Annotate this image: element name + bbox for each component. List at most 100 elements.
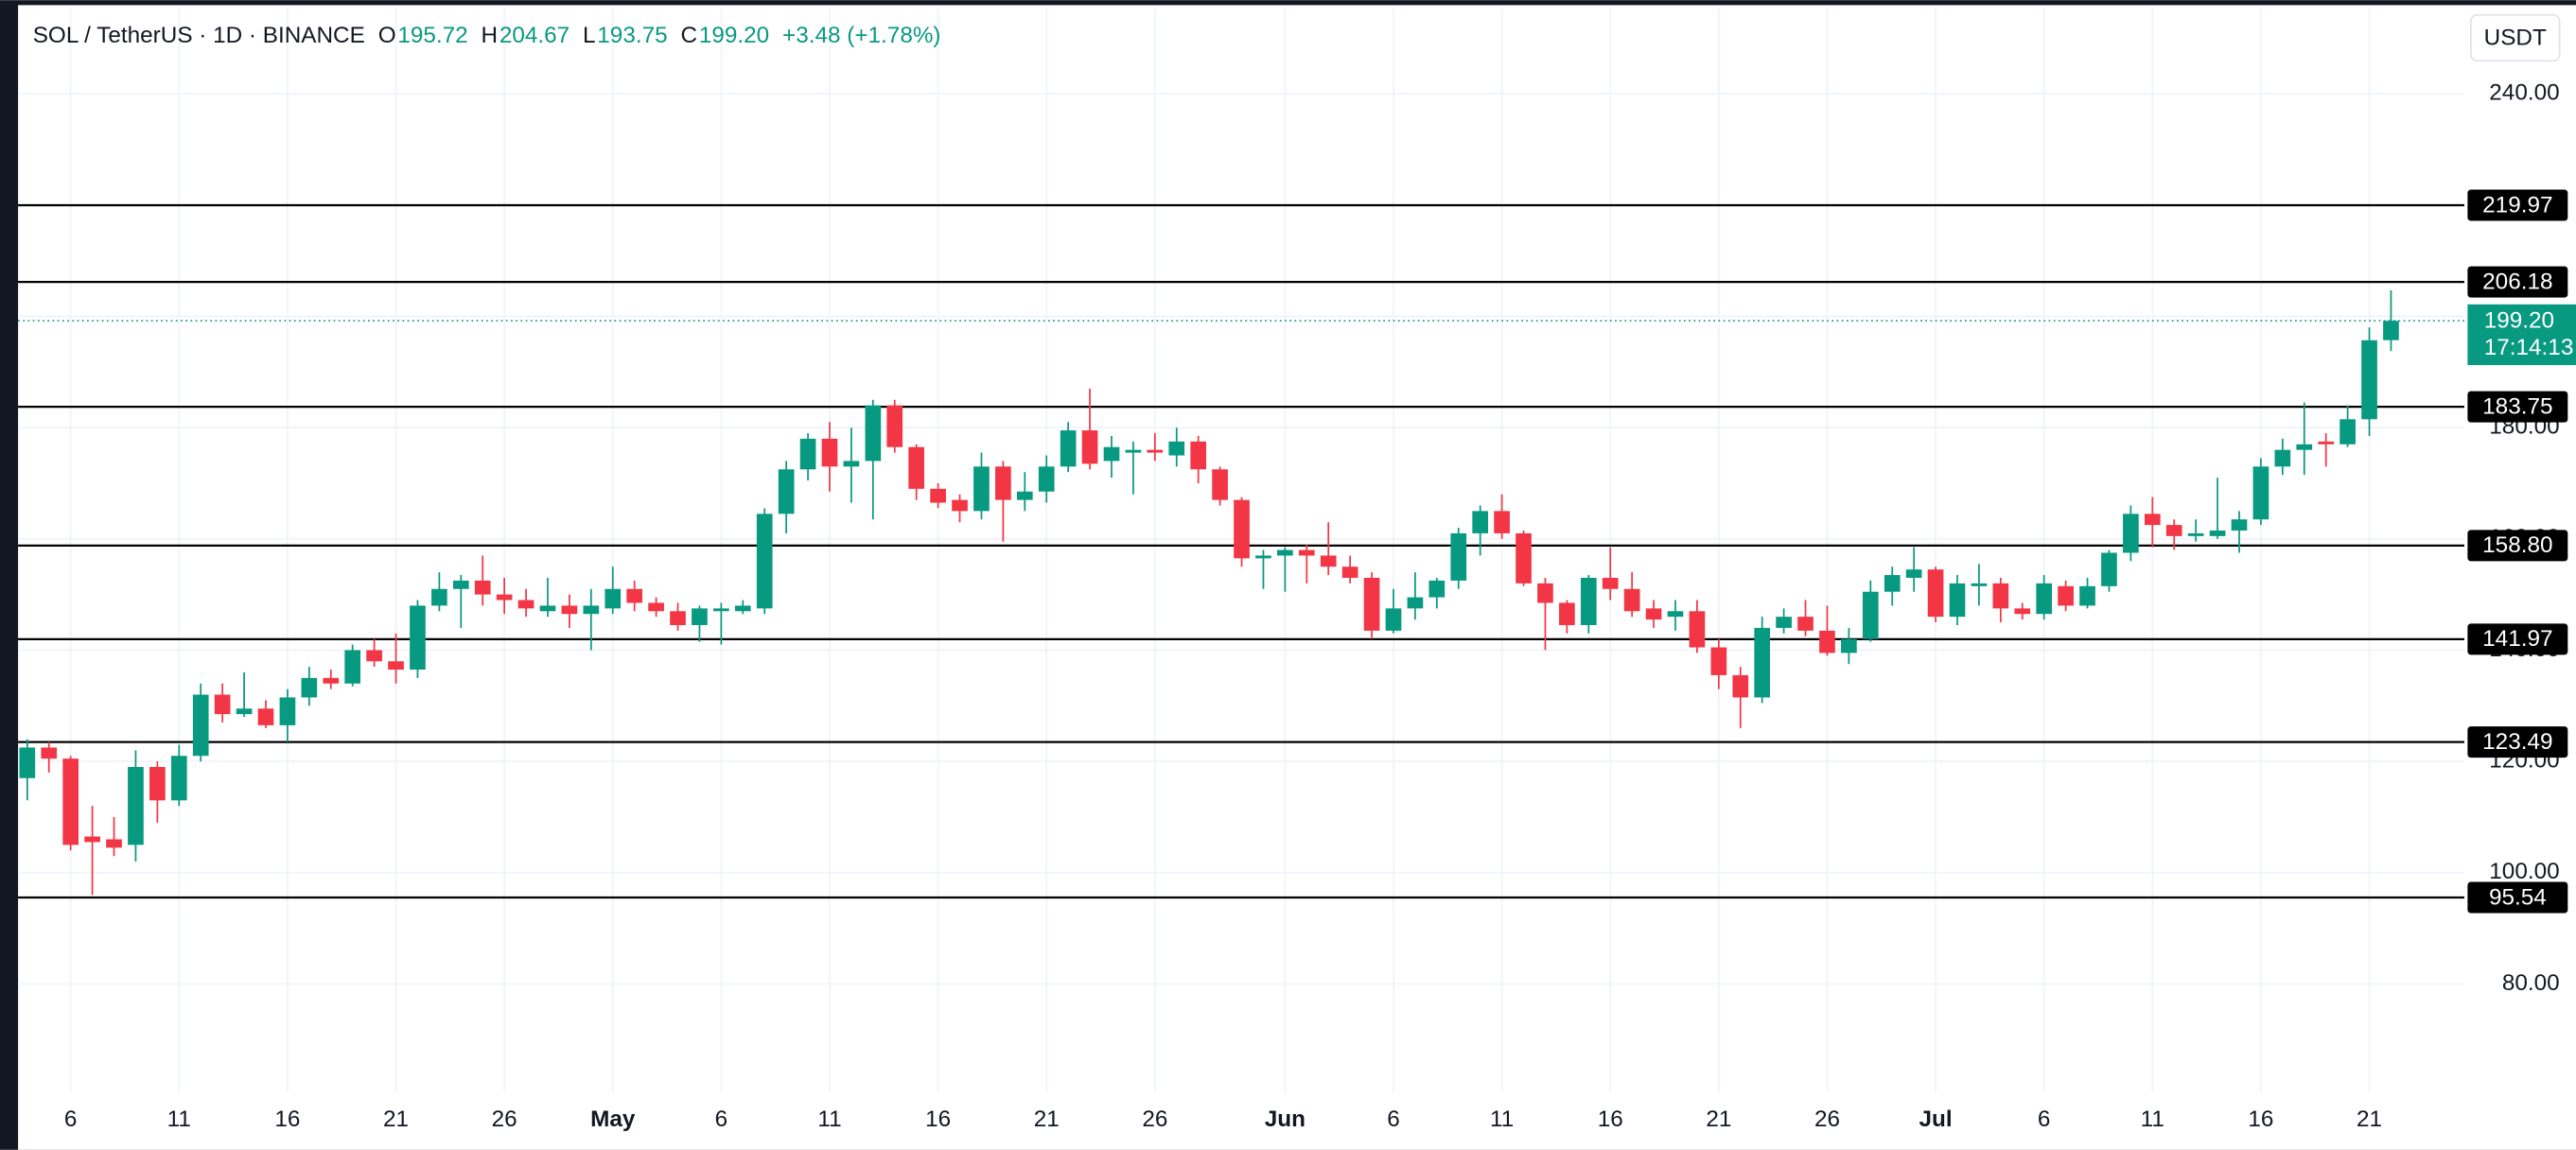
candle-body bbox=[952, 499, 968, 512]
candle-body bbox=[1277, 549, 1293, 556]
x-tick-label: 21 bbox=[383, 1106, 409, 1132]
candle-body bbox=[1016, 491, 1033, 500]
candle-body bbox=[214, 694, 231, 715]
x-tick-label: 11 bbox=[167, 1106, 191, 1132]
candle-body bbox=[2209, 530, 2226, 536]
y-tick-label: 80.00 bbox=[2502, 970, 2560, 996]
x-tick-label: 16 bbox=[2248, 1106, 2273, 1132]
candle-body bbox=[410, 605, 426, 671]
candle-body bbox=[843, 461, 860, 467]
candle-body bbox=[605, 588, 622, 609]
level-label: 141.97 bbox=[2482, 626, 2552, 652]
candle-body bbox=[1190, 441, 1207, 470]
candle-body bbox=[1298, 549, 1315, 556]
candle-body bbox=[388, 661, 404, 671]
candle-body bbox=[1407, 597, 1424, 609]
x-tick-label: 21 bbox=[1706, 1106, 1731, 1132]
candle-body bbox=[2339, 419, 2356, 444]
ohlc-value: 193.75 bbox=[597, 23, 667, 48]
candle-body bbox=[2231, 519, 2248, 531]
candle-body bbox=[1884, 575, 1901, 592]
x-tick-label: 16 bbox=[1598, 1106, 1623, 1132]
x-tick-label: 6 bbox=[64, 1106, 78, 1132]
x-tick-label: 16 bbox=[925, 1106, 951, 1132]
level-label: 123.49 bbox=[2482, 729, 2552, 755]
candle-body bbox=[517, 600, 534, 609]
candle-body bbox=[1103, 446, 1120, 462]
level-label-box bbox=[2467, 881, 2568, 914]
chart-background bbox=[18, 5, 2576, 1150]
candle-body bbox=[41, 747, 58, 759]
candle-body bbox=[2274, 449, 2291, 467]
candle-body bbox=[474, 580, 491, 595]
candle-body bbox=[257, 708, 274, 725]
candle-body bbox=[2123, 514, 2139, 553]
x-tick-label: 21 bbox=[2357, 1106, 2382, 1132]
candle-body bbox=[2014, 608, 2031, 615]
level-label-box bbox=[2467, 391, 2568, 423]
candle-body bbox=[1819, 630, 1835, 653]
candle-body bbox=[2296, 444, 2313, 450]
candle-body bbox=[756, 514, 773, 609]
candle-body bbox=[236, 708, 253, 715]
candle-body bbox=[2383, 321, 2399, 340]
candle-body bbox=[1341, 566, 1358, 578]
last-price-label: 199.20 bbox=[2484, 307, 2554, 333]
countdown-label: 17:14:13 bbox=[2484, 335, 2574, 360]
y-tick-label: 240.00 bbox=[2489, 80, 2559, 106]
candle-body bbox=[192, 694, 209, 757]
level-label: 95.54 bbox=[2489, 884, 2547, 910]
ohlc-key: L bbox=[583, 23, 596, 48]
x-tick-label: 16 bbox=[274, 1106, 300, 1132]
x-tick-label: Jul bbox=[1919, 1106, 1953, 1132]
candle-body bbox=[1385, 608, 1402, 631]
candle-body bbox=[1689, 611, 1706, 648]
candle-body bbox=[2165, 525, 2182, 536]
candle-body bbox=[1537, 583, 1553, 603]
candle-body bbox=[821, 438, 838, 467]
candle-body bbox=[561, 605, 578, 615]
candle-body bbox=[2058, 585, 2074, 606]
candle-body bbox=[2318, 441, 2335, 444]
candle-body bbox=[1255, 555, 1271, 559]
candle-body bbox=[62, 758, 79, 845]
candle-body bbox=[1645, 608, 1662, 620]
candle-body bbox=[1320, 555, 1337, 567]
candle-body bbox=[1147, 449, 1164, 453]
symbol-label: SOL / TetherUS · 1D · BINANCE bbox=[33, 23, 365, 48]
level-label-box bbox=[2467, 189, 2568, 221]
candle-body bbox=[1363, 577, 1380, 631]
level-label-box bbox=[2467, 266, 2568, 298]
candle-body bbox=[1992, 583, 2009, 609]
candle-body bbox=[1862, 591, 1879, 639]
candle-body bbox=[1905, 569, 1922, 578]
candle-body bbox=[1212, 469, 1228, 500]
candle-body bbox=[170, 756, 187, 801]
ohlc-key: O bbox=[378, 23, 396, 48]
candle-body bbox=[1949, 583, 1966, 618]
candle-body bbox=[1516, 532, 1532, 584]
y-tick-label: 100.00 bbox=[2489, 859, 2559, 884]
candle-body bbox=[539, 605, 556, 612]
level-label-box bbox=[2467, 530, 2568, 562]
candle-body bbox=[1667, 611, 1684, 618]
candle-body bbox=[84, 836, 100, 843]
level-label: 206.18 bbox=[2482, 269, 2552, 294]
candle-body bbox=[734, 605, 751, 612]
candle-body bbox=[496, 594, 513, 601]
candle-body bbox=[1776, 617, 1792, 628]
candle-body bbox=[2144, 514, 2161, 526]
x-tick-label: 6 bbox=[2038, 1106, 2051, 1132]
level-label-box bbox=[2467, 726, 2568, 758]
candle-body bbox=[1125, 449, 1142, 453]
candle-body bbox=[279, 697, 296, 725]
candle-body bbox=[583, 605, 600, 615]
candle-body bbox=[2036, 583, 2053, 615]
candle-body bbox=[1732, 674, 1749, 698]
level-label: 158.80 bbox=[2482, 532, 2552, 558]
candle-body bbox=[1971, 583, 1988, 586]
candle-body bbox=[1472, 511, 1489, 533]
last-price-box bbox=[2467, 304, 2576, 366]
candle-body bbox=[1927, 569, 1944, 618]
